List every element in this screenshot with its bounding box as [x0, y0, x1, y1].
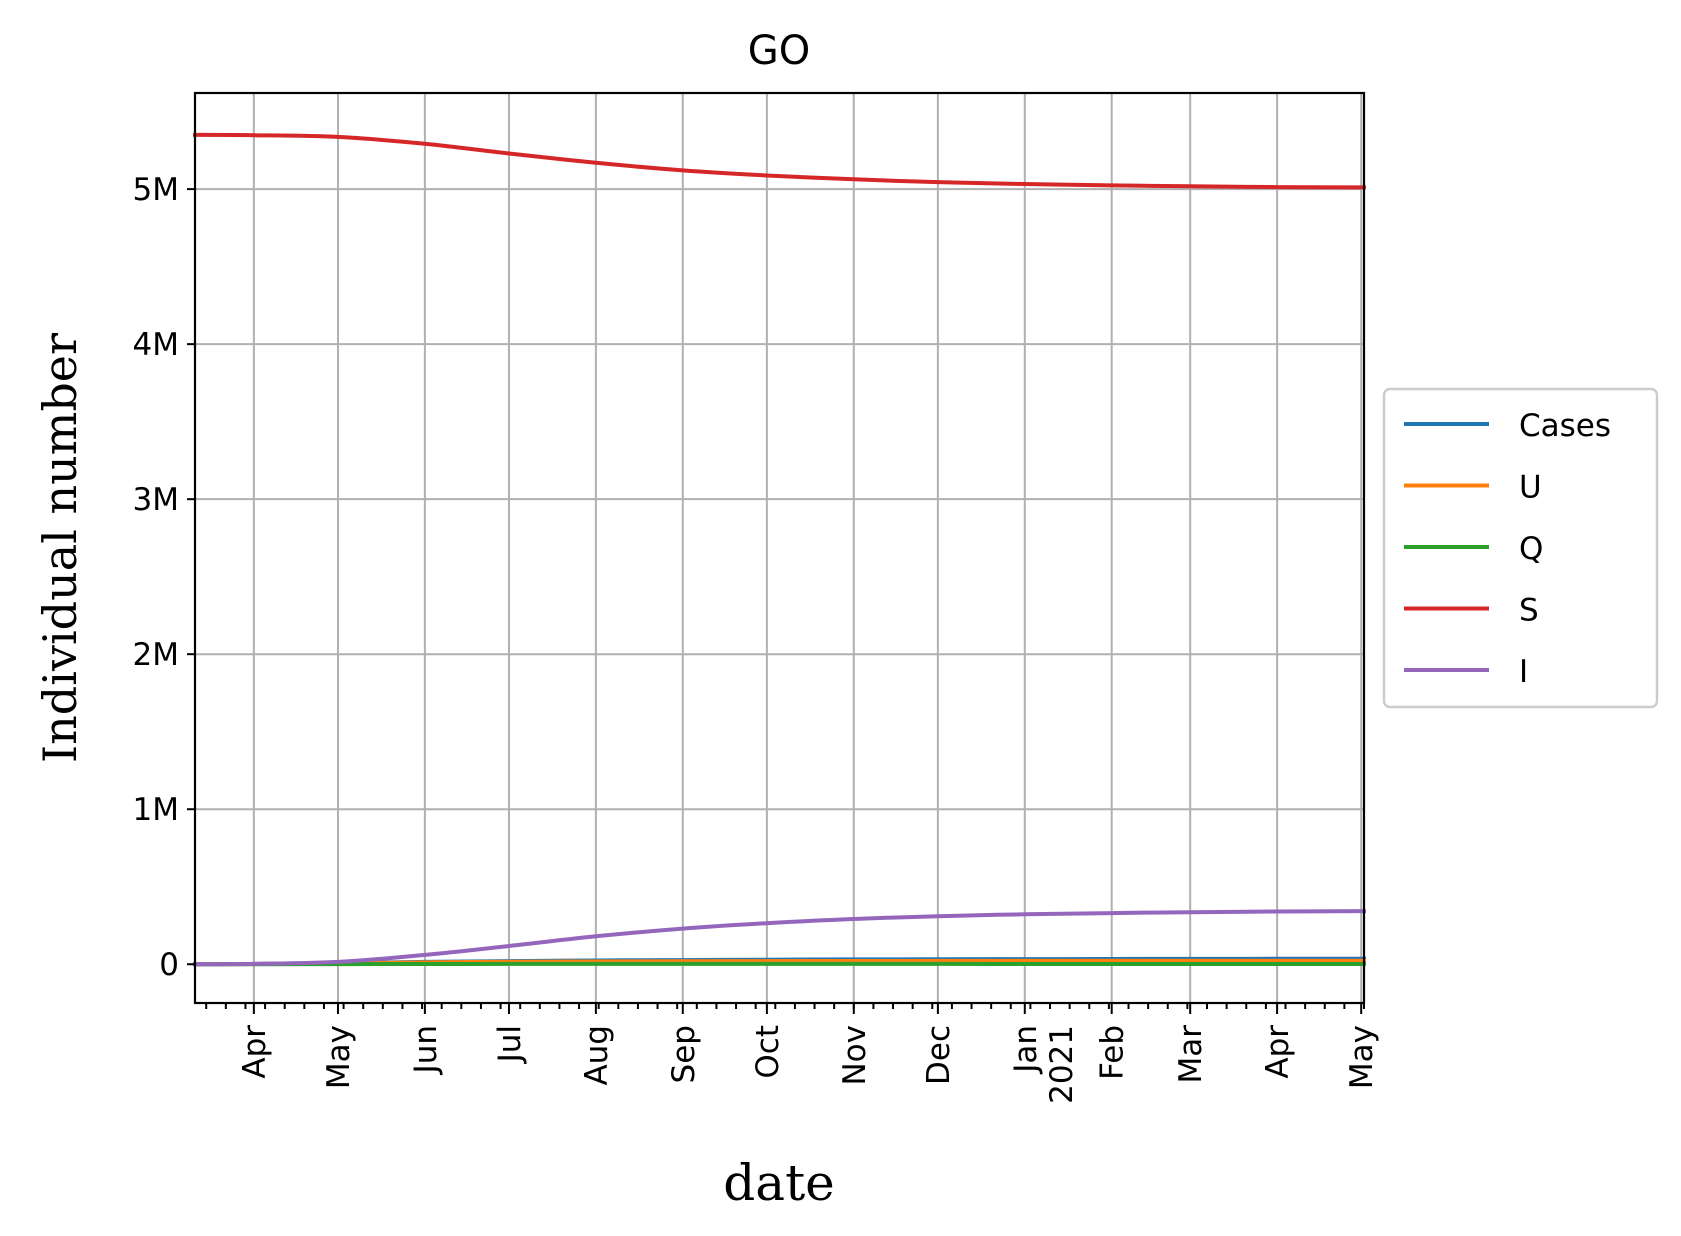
x-tick-label-group: Jun	[408, 1025, 444, 1075]
x-tick-label: Apr	[1260, 1025, 1296, 1079]
x-tick-label: May	[1344, 1025, 1380, 1089]
legend-label-i: I	[1519, 654, 1528, 690]
x-tick-label-group: Jan 2021	[1008, 1025, 1080, 1104]
y-tick-label: 1M	[133, 792, 179, 828]
x-tick-label: Jan	[1008, 1025, 1044, 1075]
y-axis-label: Individual number	[33, 333, 87, 763]
x-tick-label-group: Aug	[579, 1025, 615, 1086]
y-tick-label: 0	[159, 947, 179, 983]
x-tick-label: Nov	[837, 1025, 873, 1086]
x-tick-label-group: Feb	[1095, 1025, 1131, 1080]
x-tick-label: Jun	[408, 1025, 444, 1075]
x-tick-label: Mar	[1173, 1025, 1209, 1084]
series-lines	[192, 132, 1367, 967]
grid-lines	[195, 93, 1364, 1003]
legend-label-u: U	[1519, 470, 1542, 506]
x-tick-label: Apr	[237, 1025, 273, 1079]
y-tick-label: 3M	[133, 482, 179, 518]
x-tick-label: Aug	[579, 1025, 615, 1086]
x-tick-label: Feb	[1095, 1025, 1131, 1080]
x-tick-label: Dec	[921, 1025, 957, 1085]
x-tick-label-group: May	[1344, 1025, 1380, 1089]
x-tick-label-group: May	[321, 1025, 357, 1089]
y-axis-ticks: 0 1M 2M 3M 4M 5M	[133, 172, 195, 983]
series-line-i	[192, 909, 1367, 967]
x-tick-label-group: Jul	[492, 1025, 528, 1064]
legend-label-q: Q	[1519, 531, 1543, 567]
x-axis-ticks: Apr May Jun Jul Aug Sep Oct Nov Dec Jan 2021 Feb Mar…	[205, 1003, 1380, 1104]
x-tick-label: Jul	[492, 1025, 528, 1064]
legend-box	[1382, 387, 1659, 709]
y-tick-label: 5M	[133, 172, 179, 208]
x-tick-label: Sep	[666, 1025, 702, 1083]
x-tick-label-group: Dec	[921, 1025, 957, 1085]
x-tick-label-group: Oct	[750, 1025, 786, 1079]
y-tick-label: 4M	[133, 327, 179, 363]
x-tick-label: May	[321, 1025, 357, 1089]
legend-label-s: S	[1519, 593, 1539, 629]
x-tick-label: Oct	[750, 1025, 786, 1079]
chart-title: GO	[748, 28, 810, 74]
x-tick-label-group: Apr	[237, 1025, 273, 1079]
y-tick-label: 2M	[133, 637, 179, 673]
x-tick-label-group: Sep	[666, 1025, 702, 1083]
x-tick-label: 2021	[1044, 1025, 1080, 1104]
x-axis-label: date	[723, 1154, 835, 1212]
legend-label-cases: Cases	[1519, 408, 1611, 444]
plot-area-frame	[193, 91, 1366, 1005]
x-tick-label-group: Nov	[837, 1025, 873, 1086]
x-tick-label-group: Mar	[1173, 1025, 1209, 1084]
x-tick-label-group: Apr	[1260, 1025, 1296, 1079]
series-line-s	[192, 132, 1367, 190]
